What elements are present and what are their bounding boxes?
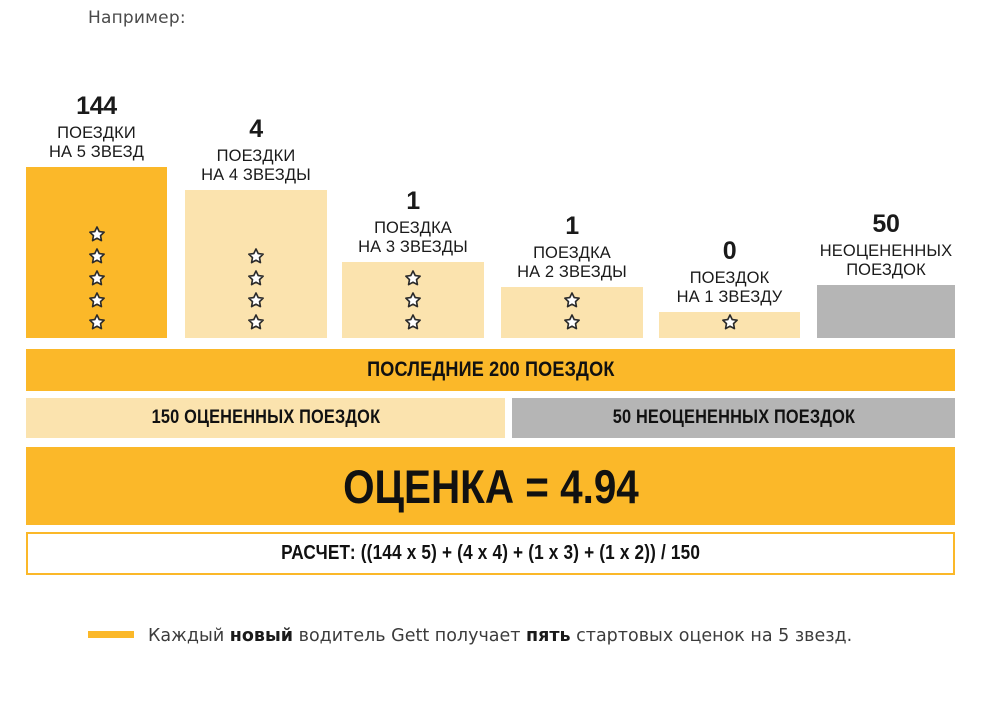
column-label-line1: ПОЕЗДКИ [216,146,296,165]
star-icon [721,313,739,331]
footnote-part1: Каждый [148,626,230,646]
star-icon [404,313,422,331]
column-label-line1: ПОЕЗДКИ [57,123,136,142]
column-count: 50 [872,209,900,238]
column-bar [501,287,643,338]
column-count: 4 [249,114,263,143]
band-unrated-rides-label: 50 НЕОЦЕНЕННЫХ ПОЕЗДОК [612,407,855,428]
star-icon [88,247,106,265]
rating-column-4-star: 4 ПОЕЗДКИ НА 4 ЗВЕЗДЫ [185,115,327,338]
column-label-line1: ПОЕЗДКА [374,218,452,237]
star-icon [247,291,265,309]
star-icon [88,225,106,243]
intro-text: Например: [88,8,186,28]
column-caption: 0 ПОЕЗДОК НА 1 ЗВЕЗДУ [635,237,825,307]
column-caption: 4 ПОЕЗДКИ НА 4 ЗВЕЗДЫ [161,115,351,185]
column-label-line1: ПОЕЗДКА [533,243,611,262]
column-count: 144 [76,91,117,120]
column-label-line2: НА 2 ЗВЕЗДЫ [517,262,627,281]
rating-column-1-star: 0 ПОЕЗДОК НА 1 ЗВЕЗДУ [659,237,800,338]
column-label-line2: ПОЕЗДОК [846,260,926,279]
column-caption: 1 ПОЕЗДКА НА 3 ЗВЕЗДЫ [318,187,508,257]
column-label-line2: НА 4 ЗВЕЗДЫ [201,165,311,184]
footnote-bold2: пять [526,626,571,646]
footnote: Каждый новый водитель Gett получает пять… [88,620,888,652]
column-caption: 50 НЕОЦЕНЕННЫХ ПОЕЗДОК [791,210,981,280]
ratings-bar-chart: 144 ПОЕЗДКИ НА 5 ЗВЕЗД 4 ПОЕЗДКИ НА 4 ЗВ… [0,0,981,338]
column-label-line2: НА 5 ЗВЕЗД [48,142,145,161]
band-calculation-label: РАСЧЕТ: ((144 x 5) + (4 x 4) + (1 x 3) +… [280,542,701,564]
star-icon [247,247,265,265]
band-total-rides: ПОСЛЕДНИЕ 200 ПОЕЗДОК [26,349,955,391]
star-icon [563,313,581,331]
star-icon [247,269,265,287]
column-caption: 144 ПОЕЗДКИ НА 5 ЗВЕЗД [2,92,192,162]
column-label-line1: ПОЕЗДОК [689,268,770,287]
column-label-line2: НА 1 ЗВЕЗДУ [676,287,783,306]
rating-column-3-star: 1 ПОЕЗДКА НА 3 ЗВЕЗДЫ [342,187,484,338]
column-bar [26,167,167,338]
star-icon [88,291,106,309]
rating-column-unrated: 50 НЕОЦЕНЕННЫХ ПОЕЗДОК [817,210,955,338]
band-score: ОЦЕНКА = 4.94 [26,447,955,525]
footnote-bold1: новый [229,626,294,646]
band-unrated-rides: 50 НЕОЦЕНЕННЫХ ПОЕЗДОК [512,398,955,438]
footnote-part2: водитель Gett получает [293,626,527,646]
star-icon [563,291,581,309]
star-icon [88,269,106,287]
column-count: 1 [565,211,579,240]
star-icon [247,313,265,331]
band-rated-rides: 150 ОЦЕНЕННЫХ ПОЕЗДОК [26,398,505,438]
band-total-rides-label: ПОСЛЕДНИЕ 200 ПОЕЗДОК [366,358,615,381]
star-icon [404,291,422,309]
band-calculation: РАСЧЕТ: ((144 x 5) + (4 x 4) + (1 x 3) +… [26,532,955,575]
column-bar [817,285,955,338]
column-bar [342,262,484,338]
column-bar [659,312,800,338]
column-count: 0 [722,236,737,265]
column-caption: 1 ПОЕЗДКА НА 2 ЗВЕЗДЫ [477,212,667,282]
column-label-line1: НЕОЦЕНЕННЫХ [819,241,953,260]
dash-marker-icon [88,631,134,638]
rating-column-2-star: 1 ПОЕЗДКА НА 2 ЗВЕЗДЫ [501,212,643,338]
star-icon [88,313,106,331]
column-bar [185,190,327,338]
footnote-part3: стартовых оценок на 5 звезд. [570,626,853,646]
band-rated-rides-label: 150 ОЦЕНЕННЫХ ПОЕЗДОК [151,407,380,428]
rating-column-5-star: 144 ПОЕЗДКИ НА 5 ЗВЕЗД [26,92,167,338]
star-icon [404,269,422,287]
column-label-line2: НА 3 ЗВЕЗДЫ [358,237,468,256]
column-count: 1 [406,186,420,215]
band-score-label: ОЦЕНКА = 4.94 [342,459,639,513]
